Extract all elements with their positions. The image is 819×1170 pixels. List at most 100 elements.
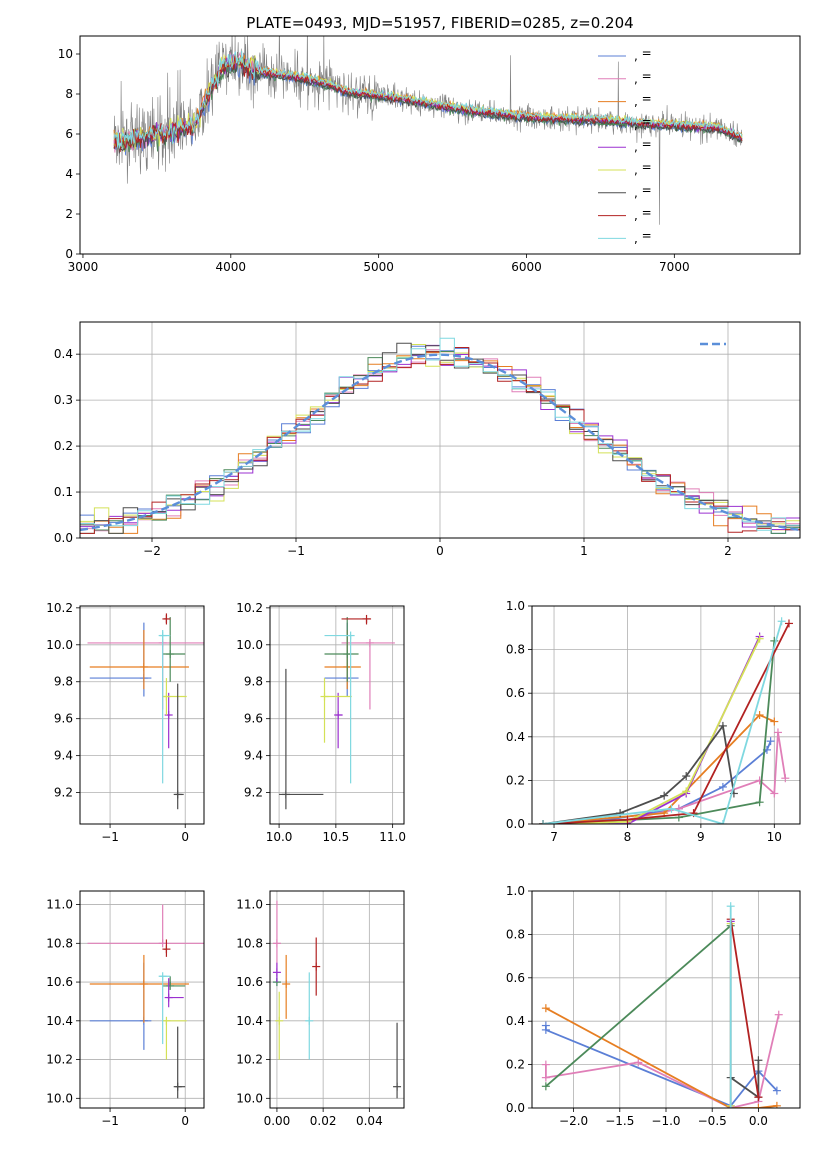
y-tick-label: 0.0: [54, 531, 73, 545]
legend-equals: =: [642, 69, 652, 83]
errorbar-point-kroupa-stelib: [305, 972, 314, 1060]
y-tick-label: 9.8: [54, 675, 73, 689]
y-tick-label: 0.1: [54, 485, 73, 499]
weight-marker-kroupa-miles: [754, 1104, 763, 1108]
weight-marker-chabrier-stelib: [682, 772, 691, 781]
legend: , =, =, =, =, =, =, =, =, =: [598, 46, 652, 245]
weight-marker-salpeter-miles: [541, 1060, 550, 1069]
y-tick-label: 1.0: [506, 884, 525, 898]
weight-line-salpeter-miles: [545, 1014, 780, 1108]
y-tick-label: 0.6: [506, 971, 525, 985]
y-tick-label: 10.0: [46, 638, 73, 652]
y-tick-label: 9.6: [244, 712, 263, 726]
x-tick-label: 0: [181, 830, 189, 844]
errorbar-point-chabrier-elodie: [324, 617, 359, 682]
y-tick-label: 0.0: [506, 817, 525, 831]
errorbar-point-kroupa-miles: [89, 954, 189, 1023]
legend-comma: ,: [634, 95, 642, 109]
weight-line-salpeter-stelib: [729, 919, 760, 1098]
age-vs-mass-panel: 10.0 10.5 11.0 9.2 9.4 9.6 9.8 10.0 10.2: [236, 601, 406, 844]
errorbar-point-kroupa-stelib: [324, 631, 355, 784]
errorbar-point-chabrier-stelib: [173, 683, 184, 810]
errorbar-point-chabrier-elodie: [162, 617, 186, 682]
weight-marker-chabrier-stelib: [660, 791, 669, 800]
weight-marker-kroupa-stelib: [718, 820, 727, 824]
errorbar-point-salpeter-stelib: [312, 937, 321, 996]
y-tick-label: 10.0: [46, 1091, 73, 1105]
errorbar-point-kroupa-stelib: [158, 630, 171, 784]
errorbar-point-salpeter-miles: [87, 904, 204, 948]
legend-equals: =: [642, 114, 652, 128]
y-tick-label: 10.2: [236, 601, 263, 615]
errorbar-point-chabrier-stelib: [393, 1022, 402, 1099]
weight-marker-kroupa-stelib: [726, 902, 735, 911]
plot-area: [272, 900, 402, 1099]
axes-frame: [269, 890, 405, 1109]
y-tick-label: 10.8: [236, 936, 263, 950]
y-tick-label: 1.0: [506, 599, 525, 613]
y-tick-label: 0.8: [506, 643, 525, 657]
y-tick-label: 0.8: [506, 927, 525, 941]
errorbar-point-salpeter-miles: [87, 638, 204, 710]
mass-vs-metallicity-panel: −1 0 10.0 10.2 10.4 10.6 10.8 11.0: [46, 890, 205, 1128]
errorbar-point-salpeter-stelib: [162, 613, 171, 625]
x-tick-label: −1: [287, 544, 305, 558]
legend-equals: =: [642, 92, 652, 106]
y-tick-label: 10: [58, 47, 73, 61]
model-spectrum-kroupa-stelib: [113, 50, 743, 149]
errorbar-point-chabrier-miles: [89, 622, 152, 697]
x-tick-label: 0: [181, 1114, 189, 1128]
weight-marker-chabrier-elodie: [755, 798, 764, 807]
weight-line-chabrier-stelib: [542, 723, 735, 824]
weight-marker-kroupa-stelib: [667, 804, 676, 813]
legend-entry-kroupa-miles: , =: [634, 92, 652, 109]
plot-area: [541, 902, 783, 1108]
legend-comma: ,: [634, 49, 642, 63]
x-tick-label: 0.04: [356, 1114, 383, 1128]
legend-entry-chabrier-stelib: , =: [634, 183, 652, 200]
weight-line-chabrier-miles: [545, 1025, 778, 1107]
legend-comma: ,: [634, 231, 642, 245]
errorbar-point-kroupa-elodie: [320, 678, 352, 743]
y-tick-label: 0.2: [54, 439, 73, 453]
legend-comma: ,: [634, 209, 642, 223]
weight-marker-kroupa-stelib: [777, 617, 786, 626]
x-tick-label: 0: [436, 544, 444, 558]
errorbar-point-salpeter-stelib: [341, 614, 372, 625]
legend-comma: ,: [634, 186, 642, 200]
residuals-histogram-panel: −2 −1 0 1 2 0.0 0.1 0.2 0.3 0.4: [54, 321, 801, 558]
legend-comma: ,: [634, 140, 642, 154]
y-tick-label: 10.4: [46, 1014, 73, 1028]
x-tick-label: 10.5: [323, 830, 350, 844]
y-tick-label: 10.2: [236, 1053, 263, 1067]
legend-comma: ,: [634, 163, 642, 177]
legend-entry-kroupa-elodie: , =: [634, 160, 652, 177]
legend-equals: =: [642, 160, 652, 174]
x-tick-label: 4000: [216, 260, 247, 274]
plot-area: [539, 617, 793, 824]
x-tick-label: 7000: [659, 260, 690, 274]
legend-entry-salpeter-stelib: , =: [634, 206, 652, 223]
legend-entry-salpeter-miles: , =: [634, 69, 652, 86]
gaussian-curve: [80, 353, 800, 532]
weight-marker-salpeter-miles: [541, 1073, 550, 1082]
errorbar-point-salpeter-stelib: [162, 939, 171, 957]
x-tick-label: 0.0: [749, 1114, 768, 1128]
errorbar-point-kroupa-miles: [89, 630, 189, 690]
weight-marker-chabrier-miles: [541, 1025, 550, 1034]
x-tick-label: −1: [101, 1114, 119, 1128]
errorbar-point-chabrier-miles: [324, 622, 359, 697]
axes-frame: [269, 605, 405, 825]
errorbar-point-salpeter-miles: [272, 900, 281, 973]
weight-line-salpeter-stelib: [542, 622, 790, 824]
legend-equals: =: [642, 228, 652, 242]
x-tick-label: −1.0: [651, 1114, 680, 1128]
y-tick-label: 4: [65, 167, 73, 181]
weight-line-chabrier-elodie: [545, 925, 732, 1087]
errorbar-point-salpeter-elodie: [334, 692, 343, 749]
weight-marker-chabrier-miles: [718, 782, 727, 791]
legend-entry-chabrier-elodie: , =: [634, 114, 652, 131]
errorbar-point-kroupa-elodie: [162, 1016, 187, 1060]
